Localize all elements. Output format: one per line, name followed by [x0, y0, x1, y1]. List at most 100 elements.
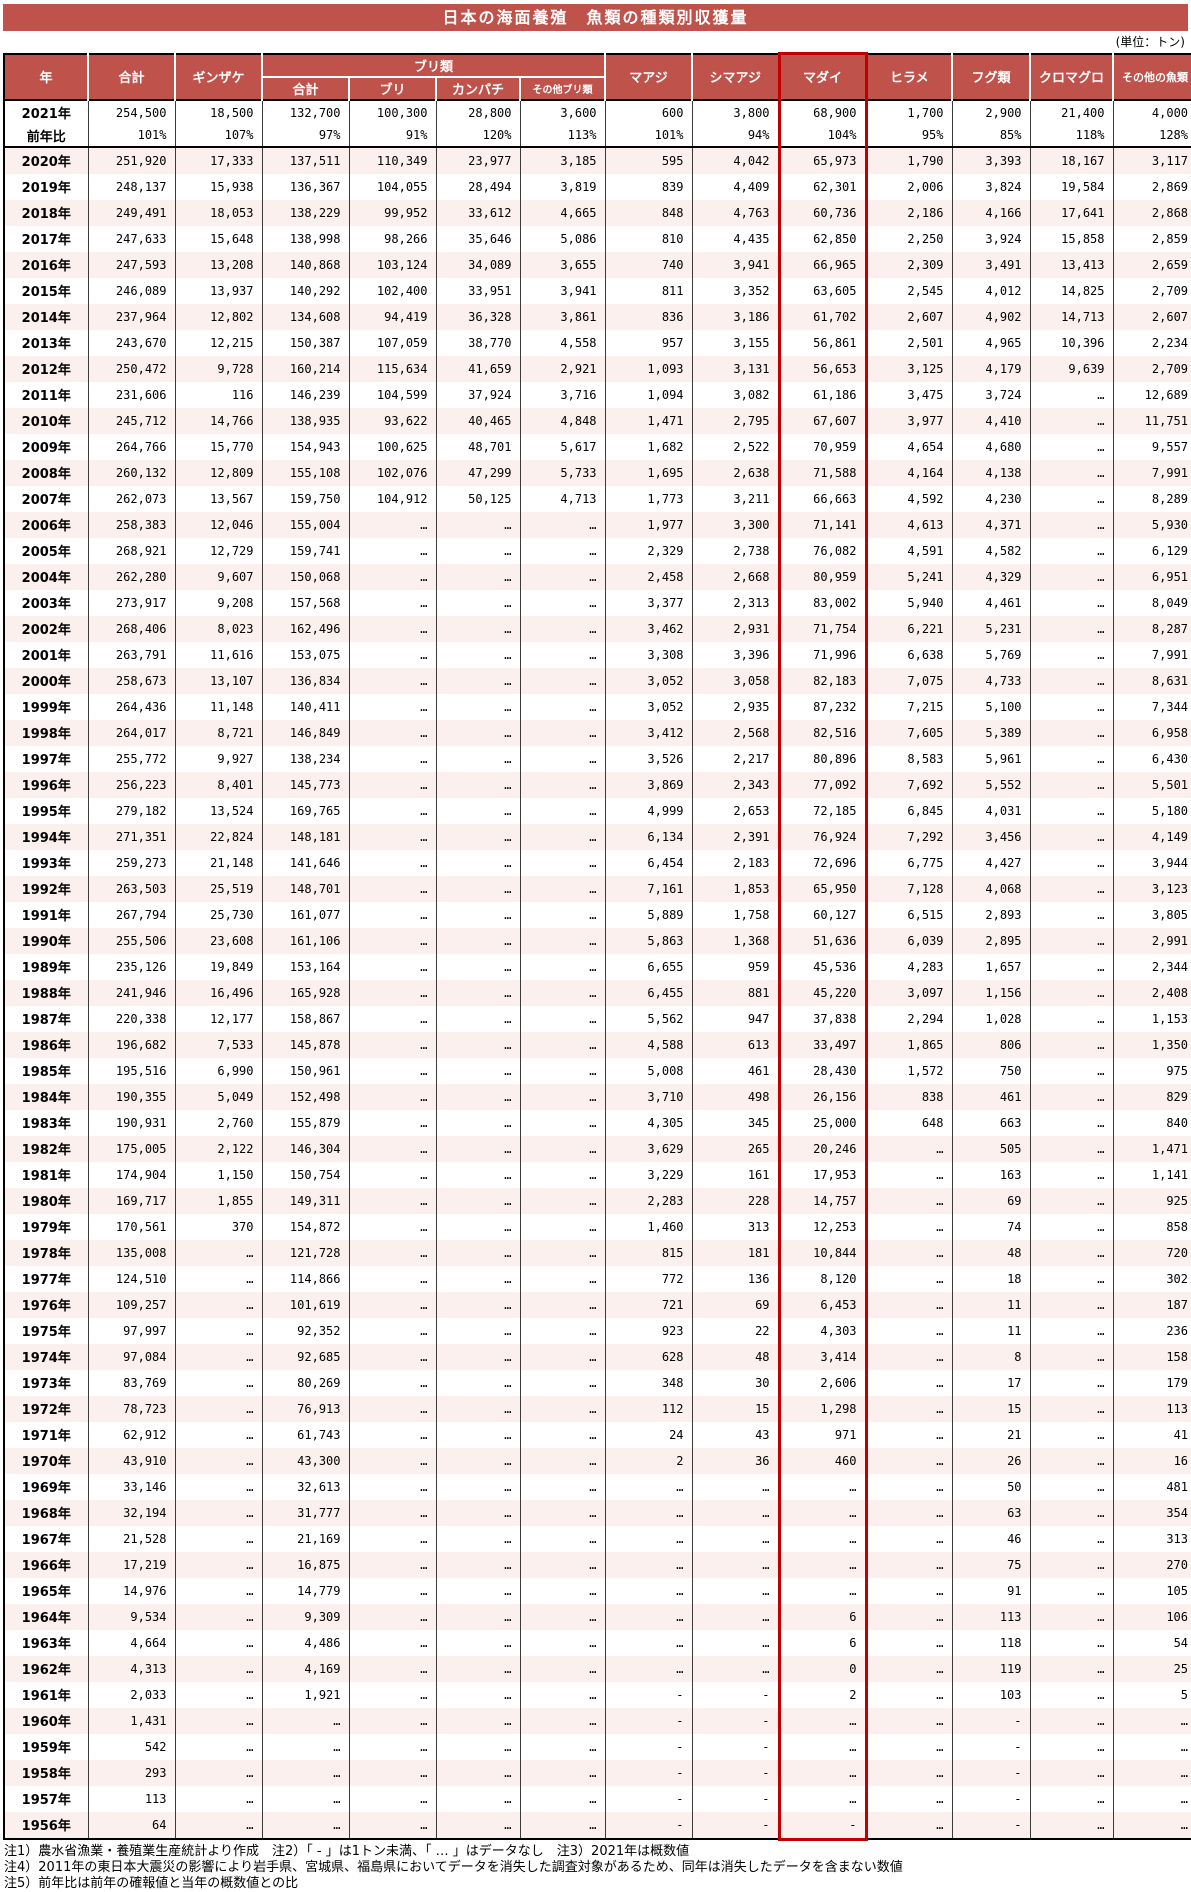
data-cell: … — [435, 1629, 520, 1656]
data-cell: 161,077 — [261, 901, 349, 928]
data-cell: … — [604, 1525, 693, 1552]
data-cell: … — [1112, 1759, 1191, 1786]
year-cell: 前年比 — [4, 124, 88, 148]
data-cell: 5,562 — [604, 1005, 693, 1032]
data-cell: 33,612 — [435, 199, 520, 226]
data-cell: 78,723 — [87, 1395, 175, 1422]
data-cell: … — [1029, 407, 1114, 434]
data-cell: 4,588 — [604, 1031, 693, 1058]
data-cell: 3,377 — [604, 589, 693, 616]
data-cell: … — [1029, 641, 1114, 668]
data-cell: … — [174, 1421, 262, 1448]
data-cell: … — [348, 1369, 436, 1396]
data-cell: … — [435, 667, 520, 694]
data-cell: 97,084 — [87, 1343, 175, 1370]
table-row: 1963年 4,664… 4,486…………… 6… 118… 54 — [4, 1629, 1191, 1656]
data-cell: 5,769 — [951, 641, 1031, 668]
data-cell: 14,825 — [1029, 277, 1114, 304]
red-seabream-value-cell: 82,516 — [777, 719, 868, 746]
table-row: 1967年 21,528… 21,169………………… 46… 313 — [4, 1525, 1191, 1552]
data-cell: 923 — [604, 1317, 693, 1344]
data-cell: 113% — [519, 124, 606, 148]
data-cell: 1,153 — [1112, 1005, 1191, 1032]
data-cell: … — [519, 1681, 606, 1708]
data-cell: 21,528 — [87, 1525, 175, 1552]
data-cell: … — [865, 1785, 953, 1812]
red-seabream-value-cell: 56,861 — [777, 329, 868, 356]
data-cell: 4,591 — [865, 537, 953, 564]
data-cell: 3,308 — [604, 641, 693, 668]
data-cell: 498 — [691, 1083, 780, 1110]
data-cell: 925 — [1112, 1187, 1191, 1214]
data-cell: 3,123 — [1112, 875, 1191, 902]
data-cell: … — [519, 641, 606, 668]
data-cell: … — [604, 1499, 693, 1526]
year-cell: 1983年 — [21, 1117, 71, 1132]
data-cell: 4,031 — [951, 797, 1031, 824]
data-cell: … — [348, 1109, 436, 1136]
data-cell: 4,999 — [604, 797, 693, 824]
data-cell: 267,794 — [87, 901, 175, 928]
table-row: 2017年 247,633 15,648 138,998 98,266 35,646 5,0… — [4, 225, 1191, 252]
data-cell: … — [519, 719, 606, 746]
data-cell: 3,462 — [604, 615, 693, 642]
data-cell: … — [435, 745, 520, 772]
data-cell: 12,729 — [174, 537, 262, 564]
table-row: 1960年 1,431…………… - -…… -…… — [4, 1707, 1191, 1734]
data-cell: 76,913 — [261, 1395, 349, 1422]
data-cell: 25 — [1112, 1655, 1191, 1682]
data-cell: … — [348, 745, 436, 772]
table-row: 1965年 14,976… 14,779………………… 91… 105 — [4, 1577, 1191, 1604]
data-cell: 302 — [1112, 1265, 1191, 1292]
data-cell: … — [1029, 1655, 1114, 1682]
data-cell: … — [1029, 797, 1114, 824]
red-seabream-value-cell: … — [777, 1551, 868, 1578]
data-cell: … — [519, 1577, 606, 1604]
table-row: 1972年 78,723… 76,913……… 112 15 1,298… 15… 113 — [4, 1395, 1191, 1422]
year-cell: 1973年 — [21, 1377, 71, 1392]
data-cell: - — [691, 1707, 780, 1734]
data-cell: 4,305 — [604, 1109, 693, 1136]
year-cell: 2015年 — [21, 285, 71, 300]
data-cell: 15,938 — [174, 173, 262, 200]
data-cell: 6,845 — [865, 797, 953, 824]
data-cell: 255,772 — [87, 745, 175, 772]
data-cell: … — [348, 1057, 436, 1084]
data-cell: … — [261, 1707, 349, 1734]
data-cell: 155,879 — [261, 1109, 349, 1136]
data-cell: … — [1112, 1811, 1191, 1839]
data-cell: … — [519, 1733, 606, 1760]
data-cell: … — [435, 823, 520, 850]
data-cell: 138,234 — [261, 745, 349, 772]
data-cell: … — [1029, 823, 1114, 850]
data-cell: 150,068 — [261, 563, 349, 590]
data-cell: 138,935 — [261, 407, 349, 434]
red-seabream-value-cell: - — [777, 1811, 868, 1841]
year-cell: 2001年 — [21, 649, 71, 664]
data-cell: … — [865, 1629, 953, 1656]
data-cell: … — [435, 1395, 520, 1422]
red-seabream-value-cell: 0 — [777, 1655, 868, 1682]
data-cell: 264,766 — [87, 433, 175, 460]
data-cell: 153,164 — [261, 953, 349, 980]
red-seabream-value-cell: … — [777, 1707, 868, 1734]
data-cell: … — [435, 771, 520, 798]
data-cell: 6,515 — [865, 901, 953, 928]
red-seabream-value-cell: … — [777, 1525, 868, 1552]
data-cell: - — [691, 1681, 780, 1708]
data-cell: 14,713 — [1029, 303, 1114, 330]
data-cell: 102,400 — [348, 277, 436, 304]
data-cell: … — [691, 1629, 780, 1656]
table-row: 2021年 254,500 18,500 132,700 100,300 28,800 3,… — [4, 98, 1191, 125]
data-cell: 595 — [604, 146, 693, 174]
data-cell: … — [348, 1291, 436, 1318]
data-cell: … — [865, 1603, 953, 1630]
data-cell: 8,023 — [174, 615, 262, 642]
data-cell: 262,280 — [87, 563, 175, 590]
red-seabream-value-cell: 76,924 — [777, 823, 868, 850]
red-seabream-value-cell: 2 — [777, 1681, 868, 1708]
data-cell: 181 — [691, 1239, 780, 1266]
data-cell: … — [174, 1629, 262, 1656]
data-cell: … — [174, 1681, 262, 1708]
data-cell: 107% — [174, 124, 262, 148]
